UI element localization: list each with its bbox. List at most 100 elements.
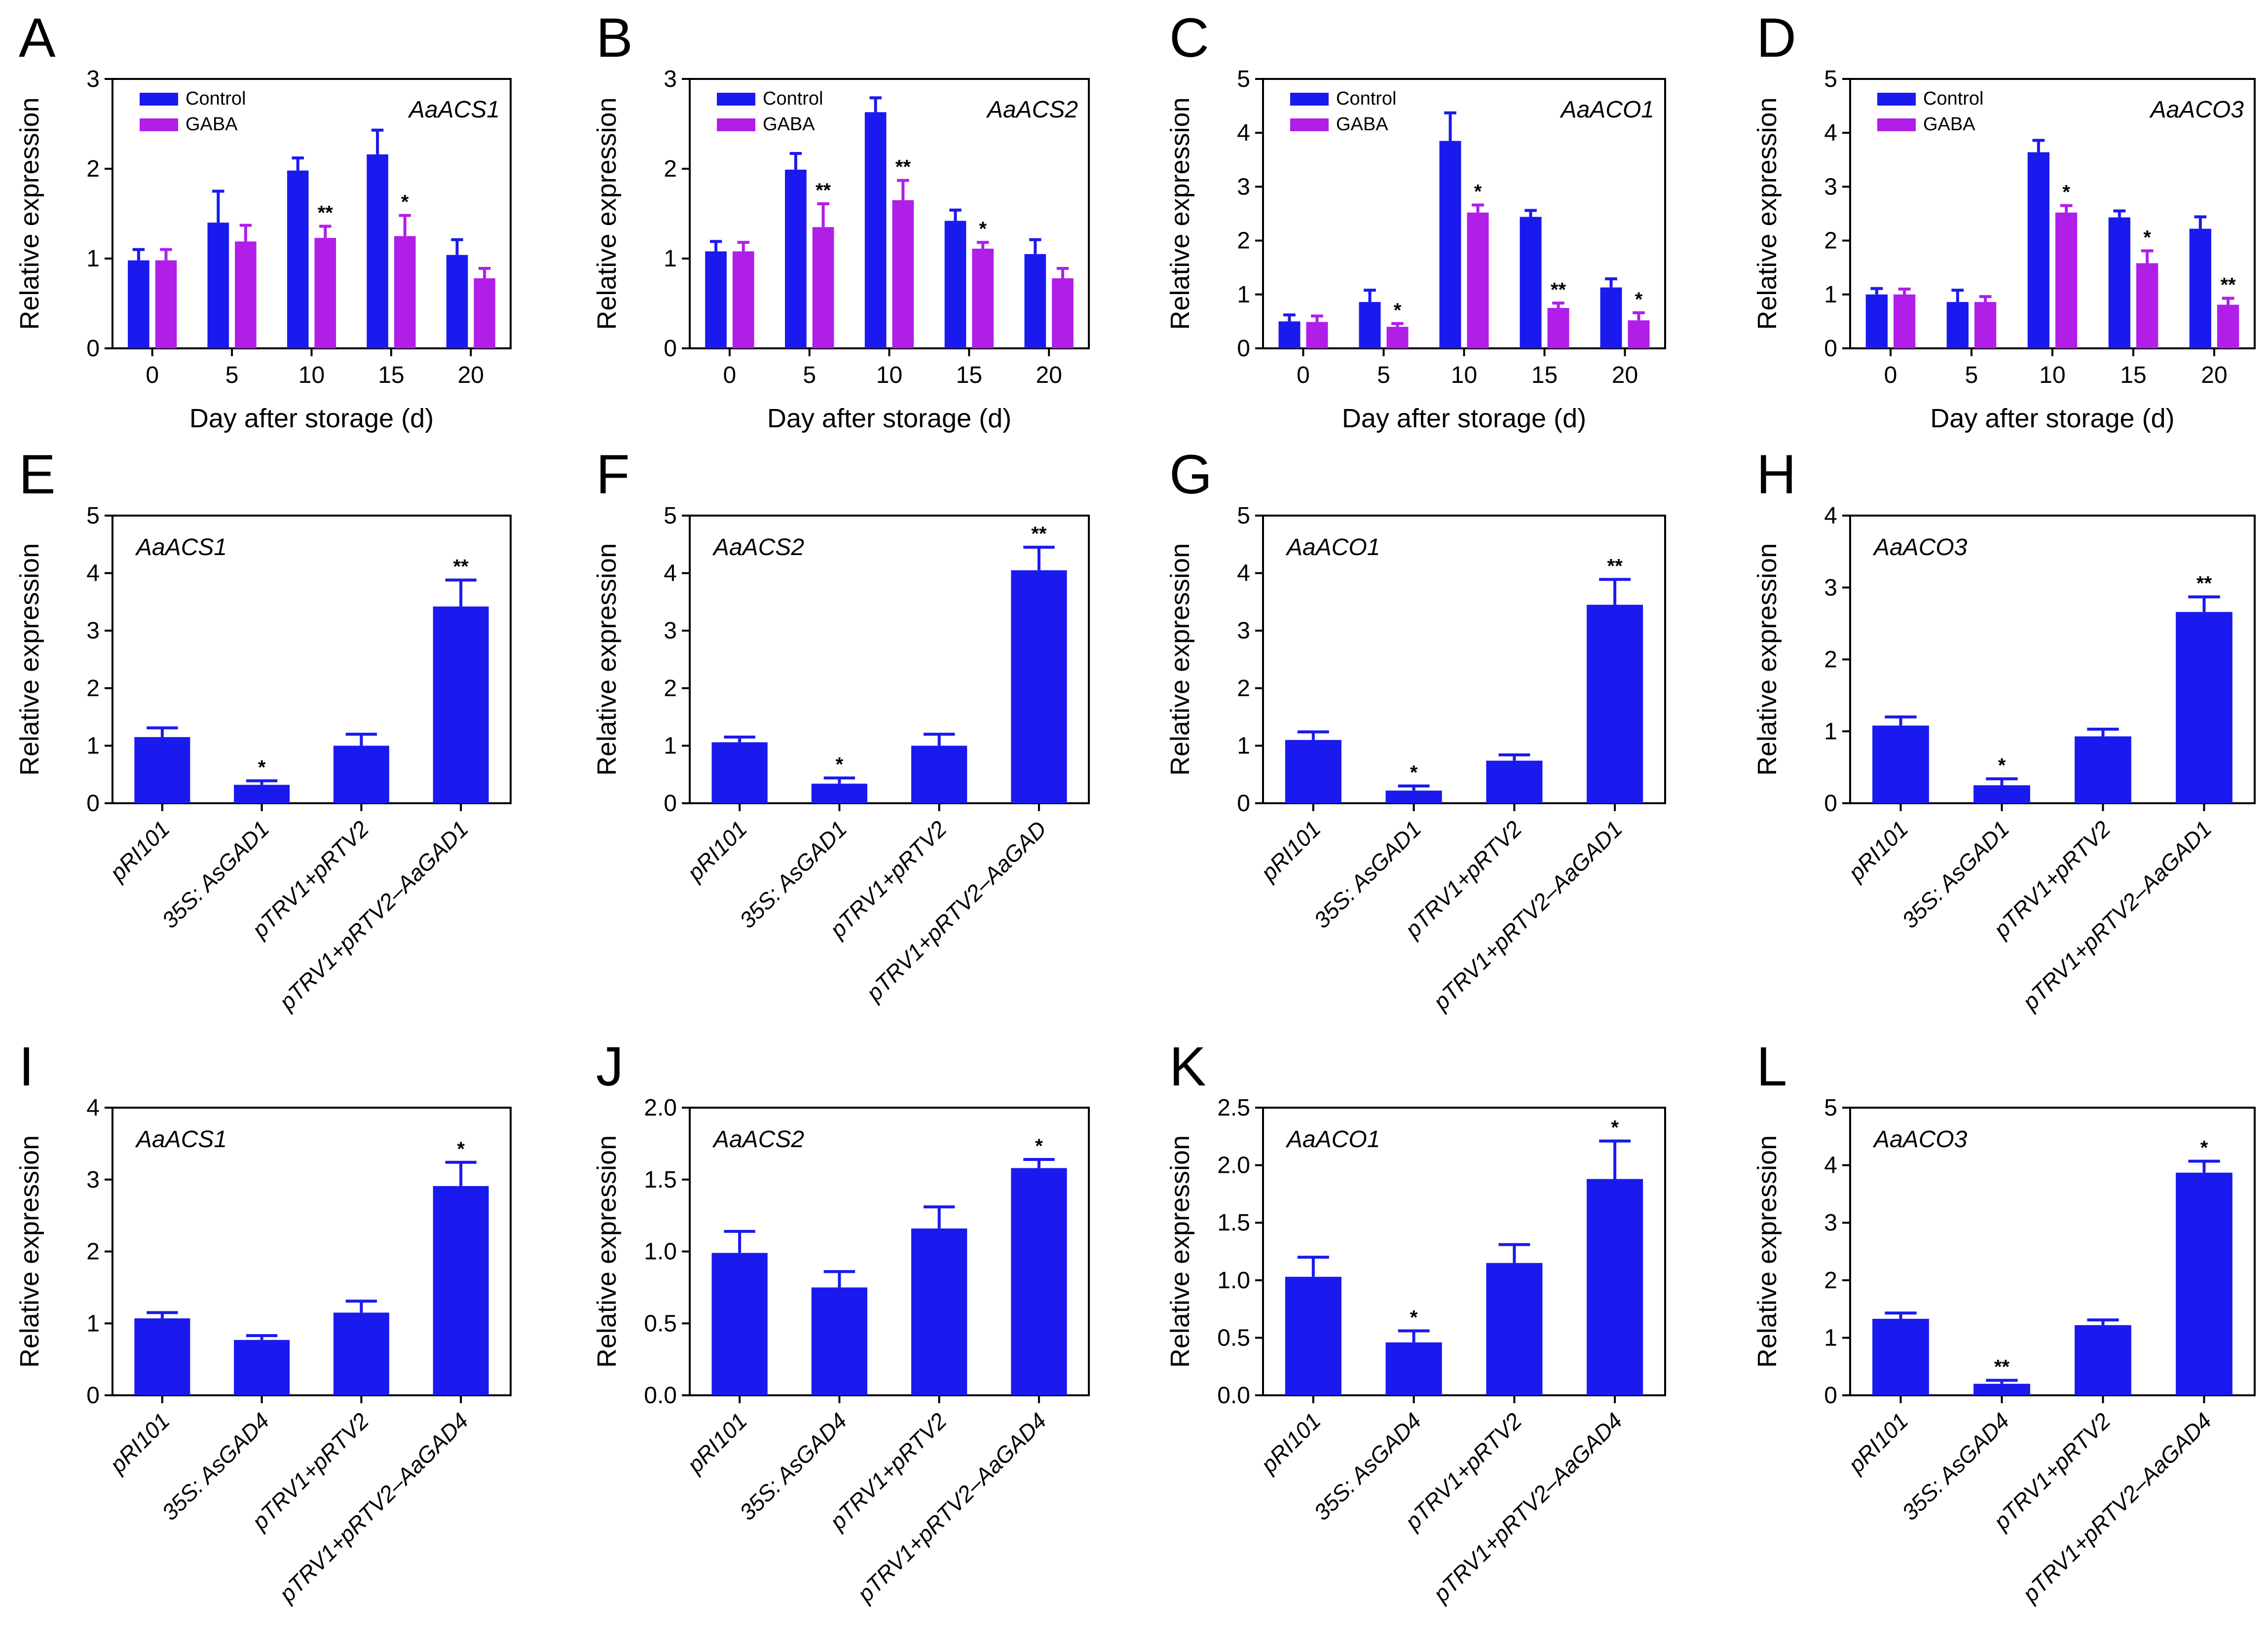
significance-mark: ** bbox=[1607, 555, 1623, 577]
y-tick-label: 2.0 bbox=[1217, 1153, 1250, 1179]
bar bbox=[1011, 570, 1067, 803]
bar bbox=[1386, 327, 1409, 348]
y-tick-label: 3 bbox=[1824, 1210, 1837, 1236]
x-tick-label: 0 bbox=[1884, 362, 1897, 388]
y-tick-label: 1 bbox=[86, 1310, 100, 1337]
y-tick-label: 0 bbox=[1237, 790, 1250, 817]
bar bbox=[2075, 736, 2131, 803]
bar bbox=[711, 742, 768, 803]
bar bbox=[2176, 612, 2232, 803]
y-axis-label: Relative expression bbox=[592, 1135, 622, 1368]
bar bbox=[2055, 212, 2078, 348]
bar bbox=[811, 1287, 868, 1395]
bar bbox=[1052, 278, 1074, 348]
bar bbox=[1865, 294, 1888, 348]
category-label: pTRV1+pRTV2–AaGAD4 bbox=[1427, 1408, 1627, 1607]
bar bbox=[911, 746, 967, 803]
gene-label: AaACO3 bbox=[1872, 1126, 1968, 1153]
bar bbox=[2176, 1172, 2232, 1395]
y-tick-label: 2 bbox=[664, 156, 677, 182]
category-label: pRI101 bbox=[104, 1408, 175, 1478]
bar bbox=[394, 236, 416, 348]
bar bbox=[1285, 740, 1341, 803]
legend-swatch bbox=[717, 118, 755, 131]
bar bbox=[1587, 1179, 1643, 1395]
category-label: pTRV1+pRTV2–AaGAD4 bbox=[852, 1408, 1051, 1607]
significance-mark: * bbox=[258, 757, 266, 779]
y-axis-label: Relative expression bbox=[15, 97, 44, 330]
y-tick-label: 0 bbox=[86, 1382, 100, 1409]
legend-entry: GABA bbox=[186, 114, 238, 135]
category-label: pTRV1+pRTV2–AaGAD1 bbox=[273, 816, 473, 1015]
y-tick-label: 3 bbox=[1237, 618, 1250, 644]
y-tick-label: 3 bbox=[86, 66, 100, 92]
bar bbox=[433, 606, 489, 803]
category-label: pTRV1+pRTV2–AaGAD4 bbox=[273, 1408, 473, 1607]
y-tick-label: 0.0 bbox=[644, 1382, 677, 1409]
plot-frame bbox=[689, 515, 1090, 804]
x-tick-label: 10 bbox=[876, 362, 902, 388]
bar bbox=[1547, 308, 1569, 348]
legend-swatch bbox=[140, 93, 178, 106]
y-tick-label: 0 bbox=[1824, 1382, 1837, 1409]
legend-swatch bbox=[717, 93, 755, 106]
y-tick-label: 5 bbox=[86, 503, 100, 529]
x-tick-label: 20 bbox=[1612, 362, 1638, 388]
x-tick-label: 10 bbox=[298, 362, 325, 388]
y-tick-label: 4 bbox=[86, 560, 100, 587]
panel-c: C 0 1 2 3 4 5 Relative expression AaACO1 0 5 10 15 20… bbox=[1165, 7, 1666, 433]
bar bbox=[1520, 217, 1542, 348]
bar bbox=[1439, 141, 1461, 348]
y-tick-label: 1.0 bbox=[1217, 1268, 1250, 1294]
significance-mark: * bbox=[1611, 1117, 1619, 1139]
gene-label: AaACO1 bbox=[1285, 534, 1380, 560]
gene-label: AaACS2 bbox=[712, 534, 804, 560]
significance-mark: ** bbox=[1551, 279, 1566, 300]
x-tick-label: 15 bbox=[956, 362, 982, 388]
significance-mark: ** bbox=[816, 180, 831, 201]
y-tick-label: 5 bbox=[1824, 1095, 1837, 1121]
y-axis-label: Relative expression bbox=[1165, 97, 1195, 330]
bar bbox=[1467, 212, 1489, 348]
gene-label: AaACS1 bbox=[408, 97, 500, 123]
y-axis-label: Relative expression bbox=[1165, 1135, 1195, 1368]
bar bbox=[2217, 304, 2239, 348]
legend-entry: Control bbox=[1923, 88, 1984, 109]
category-label: pTRV1+pRTV2–AaGAD4 bbox=[2017, 1408, 2217, 1607]
x-axis-label: Day after storage (d) bbox=[1342, 404, 1586, 433]
panel-h: H 0 1 2 3 4 Relative expression AaACO3 pRI10135S… bbox=[1752, 444, 2256, 1015]
panel-letter-a: A bbox=[19, 7, 56, 69]
gene-label: AaACS1 bbox=[135, 1126, 227, 1153]
bar bbox=[1974, 302, 1997, 348]
x-tick-label: 20 bbox=[1036, 362, 1062, 388]
legend-swatch bbox=[1290, 118, 1329, 131]
bar bbox=[1587, 604, 1643, 803]
significance-mark: * bbox=[1410, 1306, 1418, 1328]
bar bbox=[474, 278, 495, 348]
bar bbox=[1359, 302, 1381, 348]
significance-mark: * bbox=[2200, 1137, 2208, 1158]
y-tick-label: 2 bbox=[86, 156, 100, 182]
y-tick-label: 0 bbox=[1824, 336, 1837, 362]
legend-entry: GABA bbox=[1923, 114, 1975, 135]
significance-mark: ** bbox=[2196, 573, 2212, 595]
y-tick-label: 4 bbox=[1237, 560, 1250, 587]
bar bbox=[1486, 760, 1543, 803]
significance-mark: * bbox=[836, 754, 844, 776]
bar bbox=[367, 154, 388, 348]
panel-letter-b: B bbox=[596, 7, 633, 69]
bar bbox=[155, 260, 177, 348]
y-axis-label: Relative expression bbox=[1752, 97, 1782, 330]
panel-letter-j: J bbox=[596, 1036, 624, 1097]
x-tick-label: 0 bbox=[1297, 362, 1310, 388]
y-tick-label: 1 bbox=[86, 246, 100, 272]
y-tick-label: 3 bbox=[86, 1167, 100, 1193]
legend-entry: Control bbox=[186, 88, 246, 109]
bar bbox=[1973, 785, 2030, 803]
bar bbox=[207, 223, 229, 348]
